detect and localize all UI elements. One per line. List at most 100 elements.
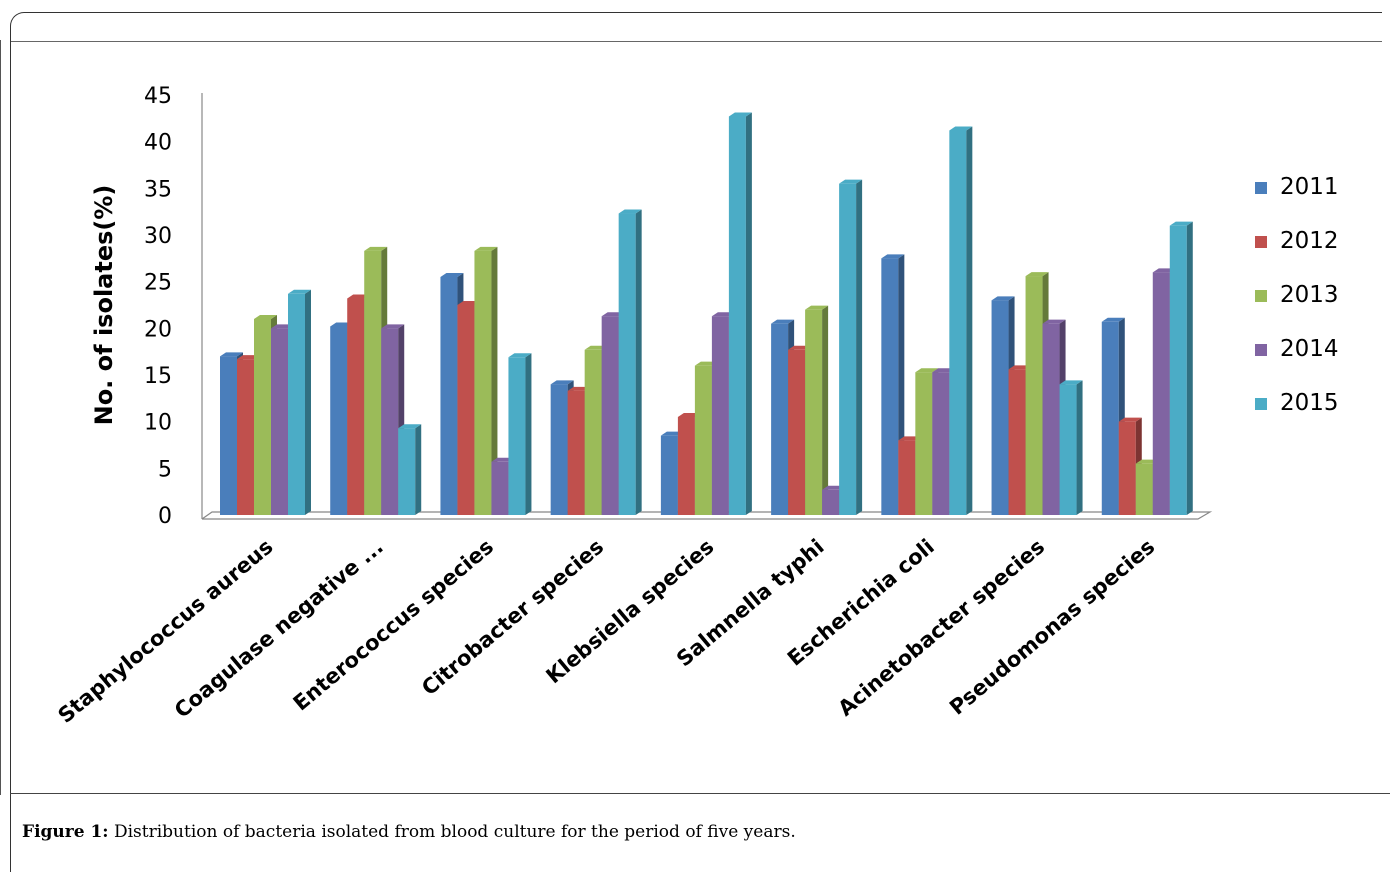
bar-front	[330, 326, 348, 515]
bar-front	[618, 213, 636, 516]
bar-top	[398, 424, 422, 429]
bar	[839, 179, 863, 515]
bar-front	[694, 365, 712, 515]
bar-side	[415, 424, 422, 515]
bar-top	[508, 353, 532, 358]
figure-frame	[10, 12, 1382, 872]
bar-top	[1059, 380, 1083, 385]
caption-label: Figure 1:	[22, 822, 109, 842]
bar-side	[822, 305, 829, 515]
legend-label: 2014	[1280, 336, 1339, 362]
bar-front	[381, 328, 399, 515]
bar-front	[584, 349, 602, 515]
bar-side	[1076, 380, 1083, 515]
figure-left-rule	[0, 40, 1, 795]
bar-side	[856, 179, 863, 515]
y-tick-label: 40	[144, 131, 172, 156]
y-tick-label: 0	[158, 504, 172, 529]
bar-side	[966, 126, 973, 515]
y-tick-label: 15	[144, 364, 172, 389]
bar-front	[1059, 384, 1077, 515]
bar-front	[822, 489, 840, 515]
bar-top	[1042, 319, 1066, 324]
x-category-label: Coagulase negative ...	[170, 534, 388, 722]
bar-front	[1008, 369, 1026, 515]
y-tick-label: 10	[144, 411, 172, 436]
bar-front	[1042, 323, 1060, 515]
bar-front	[457, 305, 475, 515]
bar-front	[1025, 276, 1043, 515]
y-tick-label: 45	[144, 84, 172, 109]
bar	[474, 246, 498, 515]
bar	[508, 353, 532, 515]
bar-front	[567, 390, 585, 515]
bar-top	[839, 179, 863, 184]
bar-front	[237, 359, 254, 515]
bar-top	[550, 380, 574, 385]
bar	[398, 424, 422, 515]
y-tick-label: 25	[144, 271, 172, 296]
x-category-label: Citrobacter species	[417, 534, 608, 700]
legend-label: 2015	[1280, 390, 1339, 416]
bar-top	[1118, 417, 1142, 422]
bar-side	[745, 112, 752, 515]
bar-front	[915, 372, 933, 515]
bar-top	[1025, 272, 1049, 277]
bar-front	[1152, 272, 1170, 515]
bar-front	[711, 316, 729, 515]
y-tick-label: 20	[144, 317, 172, 342]
bar-front	[1101, 321, 1119, 515]
chart-axes	[201, 93, 1213, 520]
bar-front	[949, 130, 967, 515]
bar-chart: 0 5 10 15 20 25 30 35 40 45 No. of isolates(%) Stap…	[53, 84, 1339, 728]
bar-top	[618, 209, 642, 214]
bar-front	[898, 440, 916, 515]
bar-top	[220, 352, 243, 357]
figure-top-rule	[11, 41, 1382, 42]
bar-top	[881, 254, 905, 259]
bar-front	[508, 357, 526, 515]
bar-front	[491, 461, 509, 515]
legend-swatch	[1255, 236, 1267, 248]
bar-front	[220, 356, 237, 515]
x-category-label: Staphylococcus aureus	[53, 534, 277, 727]
y-tick-label: 5	[158, 457, 172, 482]
bar-front	[991, 300, 1009, 515]
caption-text: Distribution of bacteria isolated from b…	[108, 822, 796, 842]
y-axis-title: No. of isolates(%)	[90, 185, 118, 426]
bar-top	[949, 126, 973, 131]
bar-side	[491, 246, 498, 515]
bar-front	[771, 323, 789, 515]
bar	[288, 289, 311, 515]
legend-label: 2012	[1280, 228, 1339, 254]
bar-front	[440, 277, 458, 515]
bar-top	[805, 305, 829, 310]
caption-rule	[10, 793, 1390, 794]
bar-front	[932, 372, 950, 515]
y-tick-label: 30	[144, 224, 172, 249]
figure-caption: Figure 1: Distribution of bacteria isola…	[22, 822, 796, 842]
bar-front	[660, 435, 678, 515]
bar-top	[364, 246, 388, 251]
bar-top	[1101, 317, 1125, 322]
bar-front	[288, 293, 305, 515]
bar-front	[1135, 463, 1153, 515]
bar-front	[601, 316, 619, 515]
bar	[728, 112, 752, 515]
x-category-label: Acinetobacter species	[833, 534, 1049, 720]
bar-side	[635, 209, 642, 516]
bar	[949, 126, 973, 515]
bar-top	[991, 296, 1015, 301]
bar-top	[1169, 221, 1193, 226]
bar-top	[474, 246, 498, 251]
bar-front	[398, 428, 416, 515]
bar-top	[915, 368, 939, 373]
bar-front	[550, 384, 568, 515]
x-category-label: Enterococcus species	[289, 534, 498, 715]
legend-swatch	[1255, 398, 1267, 410]
legend-label: 2011	[1280, 174, 1339, 200]
bar-front	[805, 309, 823, 515]
bar-front	[1118, 421, 1136, 515]
chart-legend: 2011 2012 2013 2014 2015	[1255, 174, 1339, 416]
bar-front	[881, 258, 899, 515]
